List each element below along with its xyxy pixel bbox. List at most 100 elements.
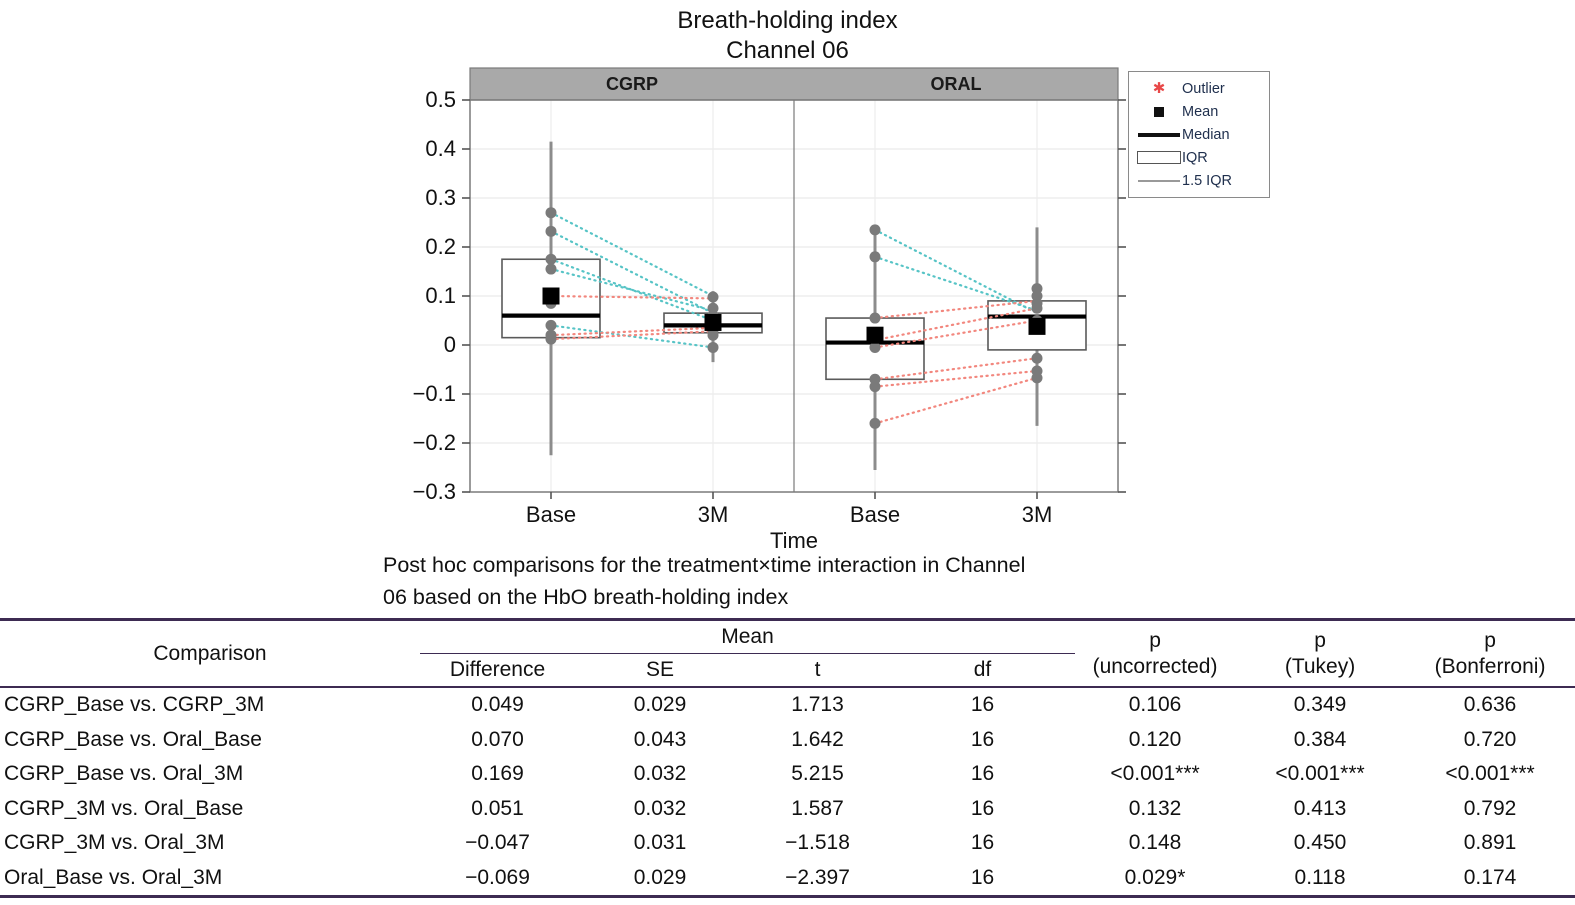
data-point (869, 417, 881, 429)
pair-line (873, 228, 1039, 315)
table-header: Comparison Mean p (uncorrected) p (Tukey… (0, 619, 1575, 688)
data-point (545, 207, 557, 219)
data-point (545, 225, 557, 237)
table-row: CGRP_3M vs. Oral_3M −0.047 0.031 −1.518 16 0.… (0, 826, 1575, 861)
se-cell: 0.029 (633, 693, 687, 717)
difference-cell: 0.051 (471, 796, 524, 820)
pair-line (873, 357, 1039, 381)
t-cell: 1.587 (791, 796, 844, 820)
data-point (545, 253, 557, 265)
mean-square-icon (1136, 106, 1182, 117)
se-cell: 0.032 (633, 762, 687, 786)
data-point (1031, 352, 1043, 364)
df-cell: 16 (970, 693, 995, 717)
y-tick-label: 0.4 (425, 136, 456, 161)
data-point (545, 319, 557, 331)
mean-group-header: Mean (420, 619, 1076, 654)
comparison-cell: CGRP_3M vs. Oral_3M (4, 831, 225, 855)
x-tick-label: 3M (1022, 502, 1053, 527)
chart-title-line2: Channel 06 (726, 37, 849, 64)
x-axis-label: Time (770, 528, 818, 553)
se-cell: 0.043 (633, 727, 687, 751)
pair-line (549, 211, 715, 298)
difference-cell: −0.069 (465, 865, 530, 889)
p-header-line: (uncorrected) (1092, 654, 1218, 678)
p-bonferroni-cell: 0.720 (1463, 727, 1517, 751)
x-tick-label: 3M (698, 502, 729, 527)
pair-line (549, 258, 715, 322)
comparison-cell: CGRP_Base vs. Oral_Base (4, 727, 262, 751)
difference-cell: 0.169 (471, 762, 524, 786)
se-cell: 0.032 (633, 796, 687, 820)
data-point (869, 381, 881, 393)
legend-item-iqr: IQR (1136, 146, 1262, 169)
se-cell: 0.029 (633, 865, 687, 889)
y-tick-label: −0.1 (413, 381, 456, 406)
pair-line (873, 255, 1039, 312)
data-point (1031, 372, 1043, 384)
difference-cell: −0.047 (465, 831, 530, 855)
p-bonferroni-cell: 0.636 (1463, 693, 1517, 717)
pair-line (873, 376, 1039, 425)
panel-label: CGRP (606, 74, 658, 94)
table-caption-line1: Post hoc comparisons for the treatment×t… (383, 553, 1026, 577)
p-tukey-cell: 0.413 (1293, 796, 1347, 820)
data-point (707, 291, 719, 303)
p-header-line: p (1314, 628, 1326, 652)
pair-line (873, 299, 1039, 320)
df-cell: 16 (970, 831, 995, 855)
difference-cell: 0.049 (471, 693, 524, 717)
t-header: t (745, 653, 890, 688)
pair-line (549, 324, 715, 349)
p-tukey-cell: <0.001*** (1275, 762, 1365, 786)
df-cell: 16 (970, 762, 995, 786)
p-bonferroni-cell: 0.792 (1463, 796, 1517, 820)
data-point (869, 224, 881, 236)
se-cell: 0.031 (633, 831, 687, 855)
panel-strip (469, 67, 1119, 101)
whisker-line-icon (1136, 179, 1182, 182)
p-uncorrected-cell: 0.120 (1128, 727, 1182, 751)
se-header: SE (575, 653, 745, 688)
table-body: CGRP_Base vs. CGRP_3M 0.049 0.029 1.713 16 0.… (0, 687, 1575, 897)
mean-marker (1028, 317, 1046, 335)
pair-line (549, 294, 715, 300)
pair-line (549, 330, 715, 341)
df-cell: 16 (970, 796, 995, 820)
pair-line (549, 326, 715, 337)
p-header-line: p (1149, 628, 1161, 652)
p-header-line: (Tukey) (1284, 654, 1356, 678)
p-header-line: p (1484, 628, 1496, 652)
boxplot-chart: CGRP ORAL 0.5 0.4 0.3 0.2 0.1 0 −0.1 −0.2 −0.3 Base… (413, 67, 1126, 553)
stats-table-wrap: Comparison Mean p (uncorrected) p (Tukey… (0, 618, 1575, 898)
difference-cell: 0.070 (471, 727, 524, 751)
t-cell: 5.215 (791, 762, 844, 786)
y-tick-label: 0 (444, 332, 456, 357)
comparison-cell: CGRP_Base vs. CGRP_3M (4, 693, 265, 717)
data-point (869, 251, 881, 263)
df-header: df (890, 653, 1076, 688)
df-cell: 16 (970, 865, 995, 889)
table-row: CGRP_Base vs. Oral_Base 0.070 0.043 1.642 16… (0, 723, 1575, 758)
comparison-cell: Oral_Base vs. Oral_3M (4, 865, 223, 889)
y-tick-label: 0.5 (425, 87, 456, 112)
posthoc-table: Comparison Mean p (uncorrected) p (Tukey… (0, 618, 1575, 898)
table-row: CGRP_Base vs. Oral_3M 0.169 0.032 5.215 16 <0… (0, 757, 1575, 792)
legend-item-median: Median (1136, 123, 1262, 146)
y-tick-label: 0.3 (425, 185, 456, 210)
comparison-header: Comparison (0, 619, 420, 688)
p-uncorrected-header: p (uncorrected) (1075, 619, 1236, 688)
data-point (545, 263, 557, 275)
chart-title: Breath-holding index Channel 06 (0, 6, 1575, 66)
pair-line (873, 319, 1039, 349)
mean-marker (704, 313, 722, 331)
p-header-line: (Bonferroni) (1434, 654, 1546, 678)
p-uncorrected-cell: <0.001*** (1110, 762, 1200, 786)
x-tick-label: Base (850, 502, 900, 527)
legend-label: 1.5 IQR (1182, 172, 1232, 189)
y-tick-label: 0.2 (425, 234, 456, 259)
pair-line (549, 267, 715, 312)
t-cell: −2.397 (785, 865, 850, 889)
table-caption-line2: 06 based on the HbO breath-holding index (383, 585, 789, 609)
